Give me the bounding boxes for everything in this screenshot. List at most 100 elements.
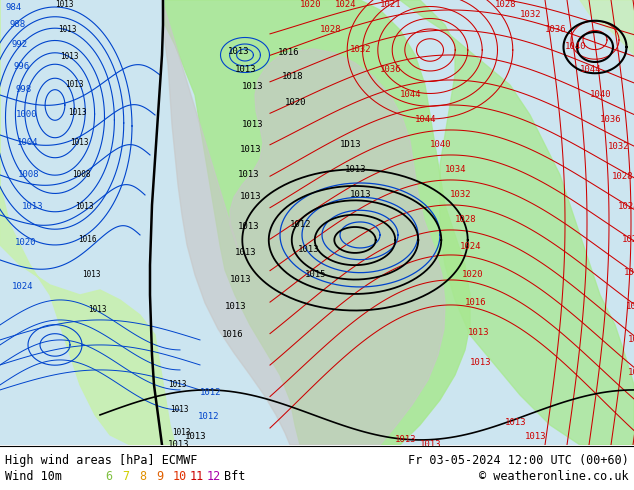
Text: 1013: 1013 (350, 191, 372, 199)
Text: 1024: 1024 (460, 243, 481, 251)
Text: 1012: 1012 (198, 413, 219, 421)
Text: 6: 6 (105, 470, 112, 483)
Text: 1013: 1013 (88, 305, 107, 315)
Text: 1013: 1013 (65, 80, 84, 90)
Polygon shape (400, 0, 634, 445)
Text: 1040: 1040 (590, 91, 612, 99)
Polygon shape (165, 0, 470, 445)
Text: 1032: 1032 (350, 46, 372, 54)
Text: 1013: 1013 (298, 245, 320, 254)
Text: 1036: 1036 (545, 25, 567, 34)
Text: 9: 9 (156, 470, 163, 483)
Text: 1013: 1013 (525, 432, 547, 441)
Text: 1013: 1013 (240, 193, 261, 201)
Text: 1012: 1012 (290, 220, 311, 229)
Polygon shape (162, 0, 445, 445)
Text: 1013: 1013 (242, 121, 264, 129)
Text: 1024: 1024 (12, 282, 34, 292)
Text: 1028: 1028 (455, 216, 477, 224)
Text: 8: 8 (139, 470, 146, 483)
Text: 988: 988 (10, 21, 26, 29)
Text: Bft: Bft (224, 470, 245, 483)
Text: 1013: 1013 (172, 428, 190, 438)
Text: 1028: 1028 (320, 25, 342, 34)
Text: 1020: 1020 (462, 270, 484, 279)
Text: 1013: 1013 (228, 48, 250, 56)
Text: 1016: 1016 (465, 298, 486, 307)
Text: 7: 7 (122, 470, 129, 483)
Text: 1004: 1004 (17, 139, 39, 147)
Text: High wind areas [hPa] ECMWF: High wind areas [hPa] ECMWF (5, 454, 197, 467)
Text: 1013: 1013 (225, 302, 247, 312)
Text: 1016: 1016 (278, 49, 299, 57)
Text: 1013: 1013 (168, 380, 186, 390)
Text: 1028: 1028 (612, 172, 633, 181)
Text: 1024: 1024 (618, 202, 634, 212)
Text: 1008: 1008 (18, 171, 39, 179)
Text: 1016: 1016 (222, 330, 243, 340)
Text: 1013: 1013 (230, 275, 252, 285)
Text: 1013: 1013 (345, 166, 366, 174)
Text: 1013: 1013 (60, 52, 79, 61)
Text: 1034: 1034 (445, 166, 467, 174)
Text: 984: 984 (5, 3, 21, 13)
Text: 10: 10 (173, 470, 187, 483)
Text: 1024: 1024 (335, 0, 356, 9)
Text: 1013: 1013 (240, 146, 261, 154)
Text: 1013: 1013 (628, 336, 634, 344)
Text: 1013: 1013 (235, 248, 257, 257)
Text: 1D13: 1D13 (340, 141, 361, 149)
Text: 1015: 1015 (305, 270, 327, 279)
Text: 1013: 1013 (75, 202, 93, 212)
Text: 1013: 1013 (238, 222, 259, 231)
Text: 1040: 1040 (565, 43, 586, 51)
Text: 1013: 1013 (626, 302, 634, 312)
Text: 1020: 1020 (15, 239, 37, 247)
Text: © weatheronline.co.uk: © weatheronline.co.uk (479, 470, 629, 483)
Text: 1013: 1013 (22, 202, 44, 212)
Text: 1020: 1020 (285, 98, 306, 107)
Text: 1008: 1008 (72, 171, 91, 179)
Polygon shape (0, 0, 175, 445)
Text: 1036: 1036 (600, 116, 621, 124)
Text: 1036: 1036 (380, 66, 401, 74)
Text: 1013: 1013 (242, 82, 264, 92)
Text: 1000: 1000 (16, 110, 37, 120)
Text: 1032: 1032 (450, 191, 472, 199)
Text: 1013: 1013 (185, 432, 207, 441)
Text: 1013: 1013 (235, 66, 257, 74)
Text: 1012: 1012 (200, 389, 221, 397)
Text: 1020: 1020 (622, 236, 634, 245)
Text: 1013: 1013 (68, 108, 86, 118)
Text: 11: 11 (190, 470, 204, 483)
Text: 1021: 1021 (380, 0, 401, 9)
Text: 1020: 1020 (300, 0, 321, 9)
Text: 1013: 1013 (628, 368, 634, 377)
Text: 1013: 1013 (168, 441, 190, 449)
Text: 12: 12 (207, 470, 221, 483)
Text: 1013: 1013 (170, 405, 188, 415)
Text: 1013: 1013 (468, 328, 489, 338)
Text: 1013: 1013 (505, 418, 526, 427)
Text: 1044: 1044 (415, 116, 436, 124)
Text: 1032: 1032 (608, 143, 630, 151)
Polygon shape (580, 0, 634, 55)
Text: 998: 998 (15, 85, 31, 95)
Text: 1032: 1032 (520, 10, 541, 20)
Text: 1013: 1013 (70, 139, 89, 147)
Text: 1018: 1018 (282, 73, 304, 81)
Text: 992: 992 (12, 41, 28, 49)
Text: 1013: 1013 (395, 436, 417, 444)
Text: 1013: 1013 (238, 171, 259, 179)
Text: 1044: 1044 (400, 91, 422, 99)
Text: Fr 03-05-2024 12:00 UTC (00+60): Fr 03-05-2024 12:00 UTC (00+60) (408, 454, 629, 467)
Text: 1016: 1016 (624, 269, 634, 277)
Text: 996: 996 (14, 63, 30, 72)
Text: 1028: 1028 (495, 0, 517, 9)
Text: 1013: 1013 (82, 270, 101, 279)
Text: Wind 10m: Wind 10m (5, 470, 62, 483)
Text: 1013: 1013 (58, 25, 77, 34)
Text: 1044: 1044 (580, 66, 602, 74)
Text: 1013: 1013 (470, 358, 491, 368)
Text: 1016: 1016 (78, 236, 96, 245)
